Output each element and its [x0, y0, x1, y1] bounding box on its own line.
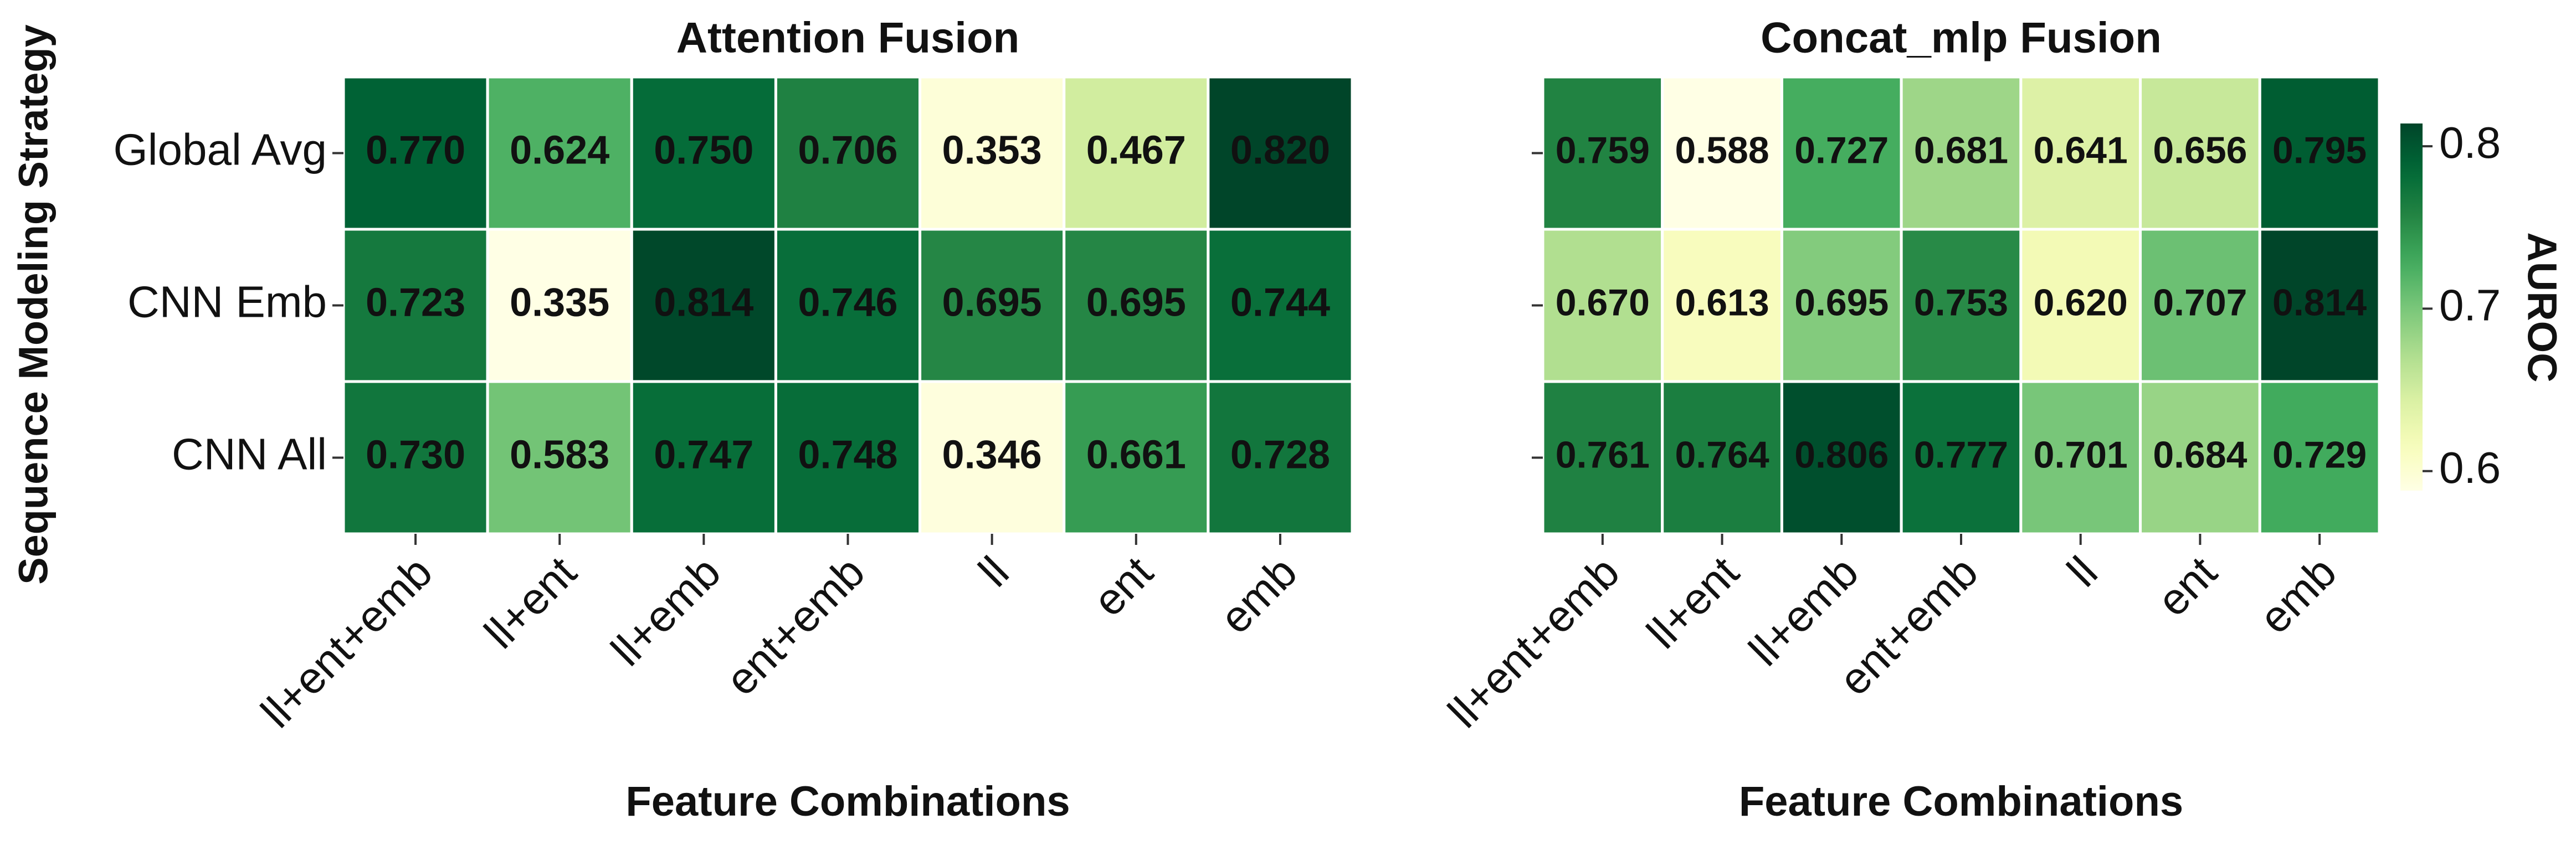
chart-title: Attention Fusion [676, 13, 1020, 62]
cell-label: 0.759 [1556, 129, 1650, 171]
x-axis-label: Feature Combinations [625, 778, 1070, 825]
cell-label: 0.670 [1556, 281, 1650, 323]
cell-label: 0.770 [366, 128, 465, 173]
cell-label: 0.753 [1914, 281, 2008, 323]
cell-label: 0.707 [2153, 281, 2247, 323]
cell-label: 0.727 [1794, 129, 1889, 171]
heatmap-cell [1900, 75, 2023, 231]
x-tick-label: ll+emb [602, 547, 730, 675]
cell-label: 0.820 [1230, 128, 1330, 173]
heatmap-cell [486, 75, 633, 231]
colorbar-tick-label: 0.8 [2439, 118, 2501, 167]
cell-label: 0.723 [366, 281, 465, 325]
cell-label: 0.764 [1675, 434, 1769, 476]
x-tick-label: ll+ent [1638, 547, 1748, 658]
cell-label: 0.814 [654, 281, 753, 325]
cell-label: 0.744 [1230, 281, 1330, 325]
cell-label: 0.750 [654, 128, 753, 173]
cell-label: 0.706 [798, 128, 897, 173]
heatmap-cell [2139, 75, 2261, 231]
heatmap-cell [630, 380, 777, 535]
cell-label: 0.695 [942, 281, 1042, 325]
x-tick-label: ent [1084, 547, 1162, 626]
heatmap-cell [486, 380, 633, 535]
heatmap-cell [2019, 228, 2142, 383]
heatmap-cell [1063, 380, 1210, 535]
heatmap-cell [630, 75, 777, 231]
cell-label: 0.583 [510, 433, 609, 477]
cell-label: 0.613 [1675, 281, 1769, 323]
cell-label: 0.661 [1086, 433, 1186, 477]
cell-label: 0.684 [2153, 434, 2247, 476]
heatmap-cell [918, 380, 1066, 535]
heatmap-cell [2258, 380, 2381, 535]
y-tick-label: CNN Emb [127, 277, 327, 327]
heatmap-cell [774, 380, 922, 535]
x-tick-label: ll+ent [475, 547, 586, 658]
heatmap-cell [1661, 380, 1783, 535]
cell-label: 0.748 [798, 433, 897, 477]
cell-label: 0.695 [1794, 281, 1889, 323]
chart-title: Concat_mlp Fusion [1761, 13, 2162, 62]
heatmap-cell [918, 228, 1066, 383]
cell-label: 0.777 [1914, 434, 2008, 476]
colorbar-label: AUROC [2519, 232, 2565, 382]
x-axis-label: Feature Combinations [1739, 778, 2183, 825]
x-tick-label: ll+ent+emb [252, 547, 442, 737]
cell-label: 0.806 [1794, 434, 1889, 476]
cell-label: 0.795 [2272, 129, 2367, 171]
cell-label: 0.701 [2034, 434, 2128, 476]
heatmap-cell [1541, 228, 1664, 383]
cell-label: 0.814 [2272, 281, 2367, 323]
cell-label: 0.624 [510, 128, 609, 173]
cell-label: 0.588 [1675, 129, 1769, 171]
heatmap-cell [2019, 380, 2142, 535]
cell-label: 0.747 [654, 433, 753, 477]
heatmap-cell [1900, 380, 2023, 535]
cell-label: 0.656 [2153, 129, 2247, 171]
y-axis-label: Sequence Modeling Strategy [11, 24, 57, 585]
y-tick-label: Global Avg [114, 125, 327, 174]
heatmap-cell [1661, 228, 1783, 383]
colorbar-tick-label: 0.7 [2439, 281, 2501, 330]
cell-label: 0.353 [942, 128, 1042, 173]
colorbar [2400, 123, 2423, 491]
cell-label: 0.695 [1086, 281, 1186, 325]
heatmap-cell [342, 75, 489, 231]
cell-label: 0.729 [2272, 434, 2367, 476]
cell-label: 0.761 [1556, 434, 1650, 476]
cell-label: 0.335 [510, 281, 609, 325]
heatmap-cell [1780, 75, 1903, 231]
cell-label: 0.467 [1086, 128, 1186, 173]
x-tick-label: ll+ent+emb [1439, 547, 1629, 737]
heatmap-cell [1207, 380, 1354, 535]
x-tick-label: ent [2148, 547, 2226, 626]
y-tick-label: CNN All [172, 430, 327, 479]
cell-label: 0.346 [942, 433, 1042, 477]
heatmap-cell [1063, 75, 1210, 231]
cell-label: 0.620 [2034, 281, 2128, 323]
heatmap-cell [1207, 228, 1354, 383]
x-tick-label: ll [969, 547, 1018, 596]
cell-label: 0.728 [1230, 433, 1330, 477]
cell-label: 0.641 [2034, 129, 2128, 171]
heatmap-cell [630, 228, 777, 383]
heatmap-cell [2258, 75, 2381, 231]
colorbar-tick-label: 0.6 [2439, 443, 2501, 492]
cell-label: 0.746 [798, 281, 897, 325]
x-tick-label: ll [2058, 547, 2107, 596]
x-tick-label: ent+emb [716, 547, 874, 705]
heatmap-cell [1780, 380, 1903, 535]
cell-label: 0.681 [1914, 129, 2008, 171]
cell-label: 0.730 [366, 433, 465, 477]
x-tick-label: emb [1210, 547, 1306, 643]
x-tick-label: emb [2250, 547, 2346, 643]
